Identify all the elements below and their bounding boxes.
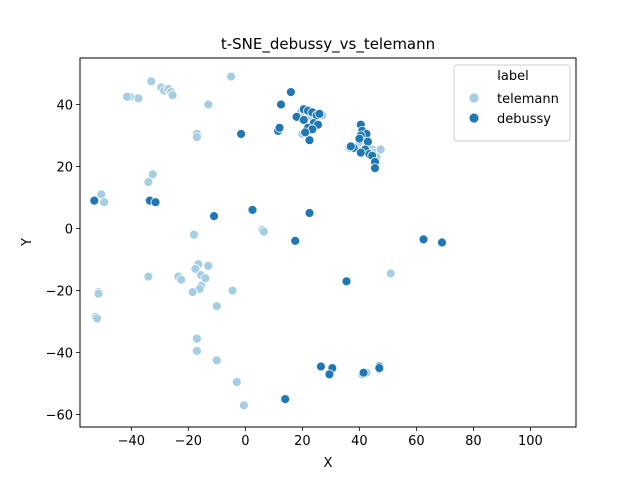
- point-telemann-42: [385, 268, 396, 279]
- x-tick-label: 60: [408, 434, 425, 449]
- point-debussy-45: [358, 367, 369, 378]
- point-telemann-0: [226, 71, 237, 82]
- point-telemann-8: [122, 91, 132, 102]
- point-telemann-26: [176, 274, 187, 285]
- point-telemann-6: [167, 90, 178, 101]
- point-debussy-16: [236, 129, 247, 139]
- point-telemann-19: [258, 226, 269, 237]
- point-telemann-58: [375, 144, 386, 155]
- point-debussy-1: [276, 99, 286, 110]
- point-telemann-12: [191, 132, 202, 143]
- point-telemann-13: [147, 169, 158, 180]
- point-debussy-38: [290, 235, 301, 246]
- x-tick-label: 20: [294, 434, 311, 449]
- point-telemann-40: [231, 377, 242, 387]
- y-tick-label: −20: [46, 285, 73, 300]
- legend-label-telemann: telemann: [497, 92, 559, 107]
- x-tick-label: 0: [241, 434, 249, 449]
- y-tick-label: −40: [46, 347, 73, 362]
- points-layer: [89, 71, 447, 411]
- legend: label telemann debussy: [453, 64, 571, 142]
- point-debussy-41: [341, 276, 352, 287]
- point-debussy-13: [300, 127, 311, 138]
- y-tick-label: 0: [65, 223, 73, 238]
- x-tick-label: −40: [118, 434, 145, 449]
- point-telemann-39: [211, 355, 222, 366]
- point-telemann-37: [191, 333, 202, 344]
- x-tick-label: −20: [175, 434, 202, 449]
- point-telemann-27: [143, 271, 154, 282]
- point-debussy-42: [315, 361, 326, 372]
- y-tick-label: 40: [56, 99, 73, 114]
- x-tick-label: 100: [518, 434, 543, 449]
- x-tick-label: 80: [465, 434, 482, 449]
- point-telemann-9: [133, 93, 144, 104]
- point-debussy-48: [280, 394, 291, 405]
- y-tick-label: −60: [46, 409, 73, 424]
- point-debussy-37: [304, 208, 315, 218]
- x-axis-ticks: −40 −20 0 20 40 60 80 100: [118, 427, 543, 449]
- point-telemann-22: [190, 263, 201, 274]
- point-debussy-15: [274, 122, 285, 133]
- point-debussy-22: [354, 133, 365, 144]
- point-debussy-40: [437, 237, 447, 248]
- point-debussy-35: [209, 211, 219, 222]
- point-telemann-30: [187, 287, 198, 298]
- point-debussy-47: [374, 363, 385, 374]
- point-telemann-32: [211, 301, 222, 312]
- x-axis-label: X: [324, 456, 333, 471]
- plot-frame: [79, 57, 577, 428]
- point-debussy-44: [324, 369, 335, 380]
- y-axis-ticks: −60 −40 −20 0 20 40: [46, 99, 80, 424]
- point-telemann-36: [92, 313, 102, 324]
- point-telemann-34: [93, 288, 104, 299]
- point-telemann-1: [146, 76, 157, 87]
- point-debussy-34: [150, 197, 161, 208]
- point-debussy-39: [418, 234, 429, 245]
- legend-marker-debussy: [468, 112, 480, 124]
- legend-marker-telemann: [468, 92, 480, 104]
- point-telemann-31: [227, 285, 238, 296]
- point-debussy-7: [314, 108, 325, 119]
- point-debussy-32: [89, 195, 100, 206]
- legend-title: label: [497, 69, 528, 84]
- point-debussy-31: [370, 163, 380, 174]
- legend-box: [453, 64, 571, 142]
- point-telemann-14: [143, 177, 154, 187]
- point-telemann-17: [189, 229, 199, 240]
- point-debussy-8: [298, 115, 309, 125]
- chart-title: t-SNE_debussy_vs_telemann: [221, 35, 435, 54]
- point-telemann-38: [191, 346, 202, 356]
- y-tick-label: 20: [56, 161, 73, 176]
- point-telemann-16: [99, 197, 110, 208]
- point-telemann-10: [203, 99, 214, 110]
- point-debussy-25: [345, 141, 356, 152]
- point-telemann-41: [238, 400, 249, 411]
- y-axis-label: Y: [20, 238, 35, 247]
- point-debussy-17: [304, 135, 315, 146]
- point-telemann-24: [200, 273, 211, 284]
- point-debussy-29: [355, 147, 366, 158]
- x-tick-label: 40: [351, 434, 368, 449]
- point-debussy-36: [247, 204, 258, 215]
- point-debussy-0: [285, 87, 296, 97]
- point-telemann-21: [203, 260, 214, 271]
- legend-label-debussy: debussy: [497, 112, 551, 127]
